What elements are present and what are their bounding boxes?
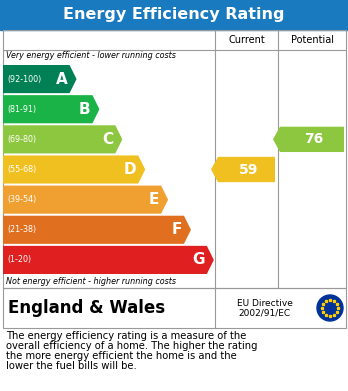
Text: England & Wales: England & Wales [8, 299, 165, 317]
Text: F: F [172, 222, 182, 237]
Text: (39-54): (39-54) [7, 195, 36, 204]
Text: C: C [102, 132, 113, 147]
Polygon shape [211, 157, 275, 182]
Text: B: B [79, 102, 90, 117]
Text: (21-38): (21-38) [7, 225, 36, 234]
Polygon shape [3, 186, 168, 214]
Text: Potential: Potential [291, 35, 333, 45]
Text: E: E [149, 192, 159, 207]
Text: 2002/91/EC: 2002/91/EC [239, 308, 291, 317]
Circle shape [317, 295, 343, 321]
Bar [0, 0, 348, 30]
Polygon shape [3, 156, 145, 183]
Text: (81-91): (81-91) [7, 105, 36, 114]
Bar [3, 288, 346, 328]
Text: Not energy efficient - higher running costs: Not energy efficient - higher running co… [6, 278, 176, 287]
Bar [3, 30, 346, 288]
Text: overall efficiency of a home. The higher the rating: overall efficiency of a home. The higher… [6, 341, 258, 351]
Text: 59: 59 [239, 163, 258, 176]
Text: 76: 76 [304, 133, 324, 146]
Text: Very energy efficient - lower running costs: Very energy efficient - lower running co… [6, 52, 176, 61]
Text: Energy Efficiency Rating: Energy Efficiency Rating [63, 7, 285, 23]
Text: (69-80): (69-80) [7, 135, 36, 144]
Text: G: G [192, 253, 205, 267]
Text: D: D [124, 162, 136, 177]
Polygon shape [273, 127, 344, 152]
Text: EU Directive: EU Directive [237, 298, 293, 307]
Polygon shape [3, 216, 191, 244]
Polygon shape [3, 246, 214, 274]
Polygon shape [3, 125, 122, 153]
Text: Current: Current [228, 35, 265, 45]
Text: (1-20): (1-20) [7, 255, 31, 264]
Text: the more energy efficient the home is and the: the more energy efficient the home is an… [6, 351, 237, 361]
Text: (55-68): (55-68) [7, 165, 36, 174]
Text: The energy efficiency rating is a measure of the: The energy efficiency rating is a measur… [6, 331, 246, 341]
Text: (92-100): (92-100) [7, 75, 41, 84]
Polygon shape [3, 95, 100, 123]
Polygon shape [3, 65, 77, 93]
Text: A: A [56, 72, 68, 86]
Text: lower the fuel bills will be.: lower the fuel bills will be. [6, 361, 137, 371]
